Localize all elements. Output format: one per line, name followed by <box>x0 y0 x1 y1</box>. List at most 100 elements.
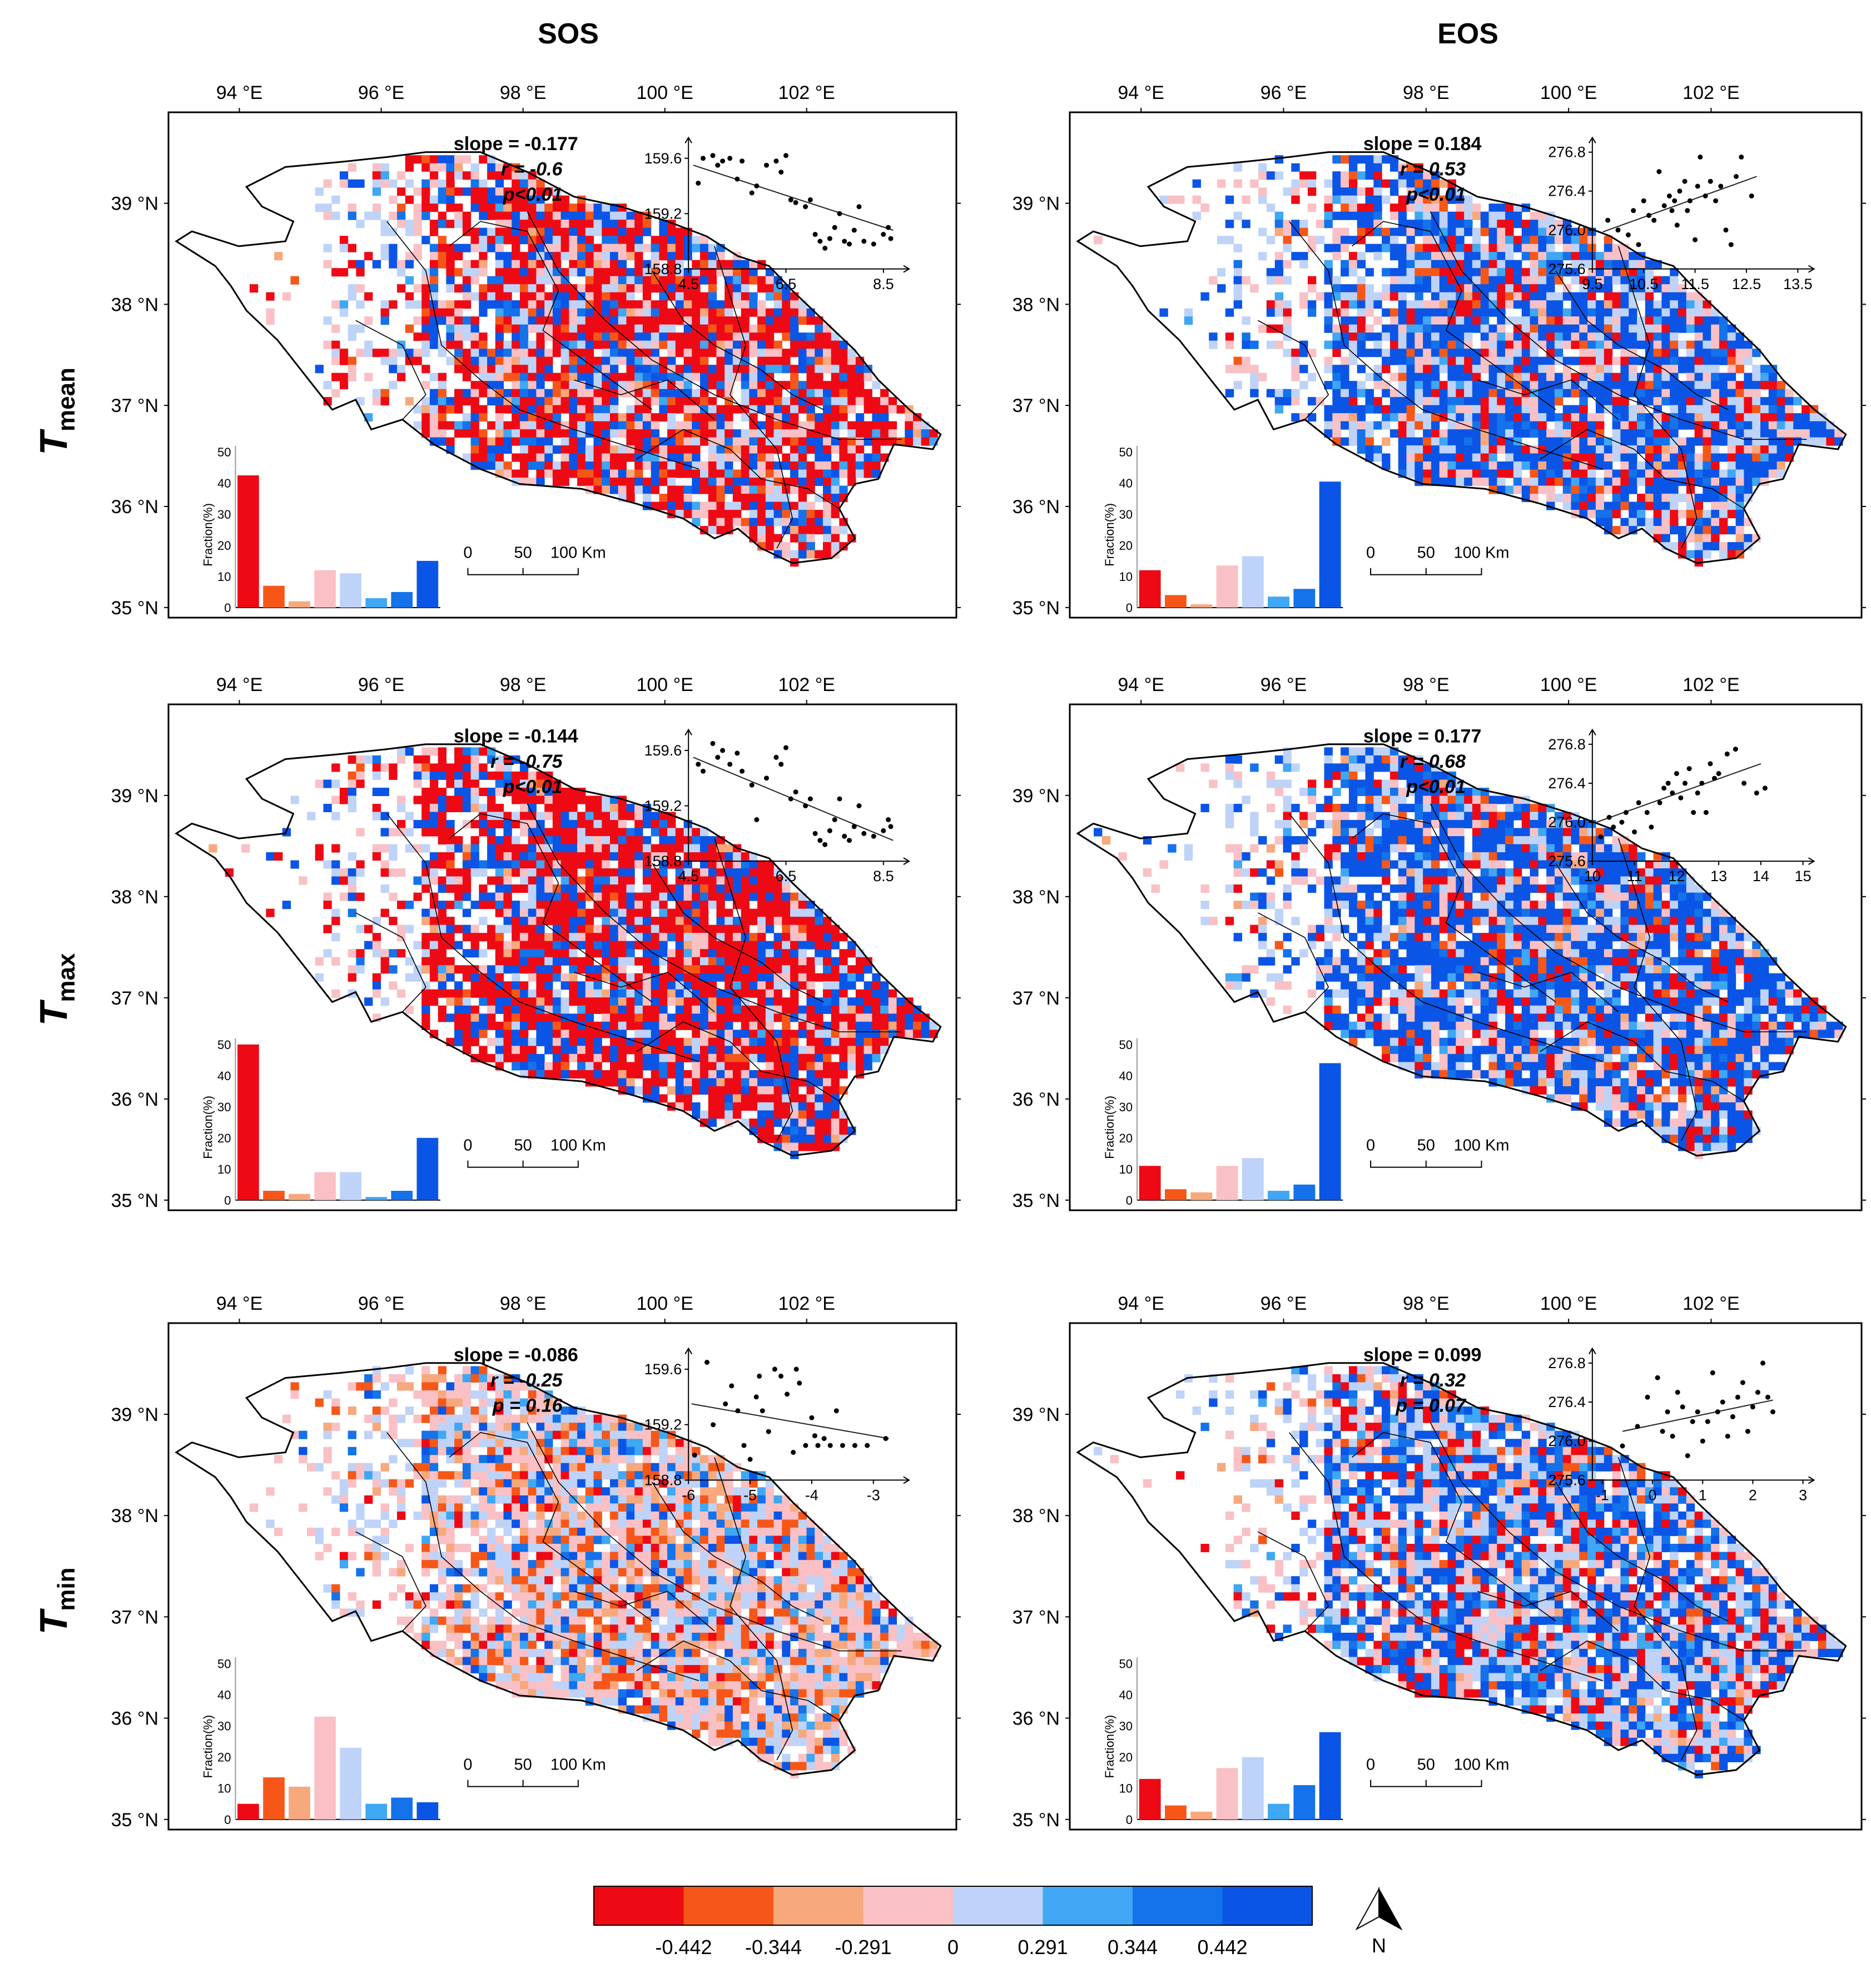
raster-cell <box>544 421 553 430</box>
raster-cell <box>520 461 528 470</box>
raster-cell <box>757 933 766 941</box>
raster-cell <box>495 901 504 909</box>
raster-cell <box>684 300 692 309</box>
raster-cell <box>1373 252 1382 260</box>
raster-cell <box>1373 332 1382 341</box>
raster-cell <box>446 405 454 414</box>
raster-cell <box>471 196 479 204</box>
raster-cell <box>1415 300 1423 309</box>
raster-cell <box>1736 454 1744 462</box>
raster-cell <box>1497 421 1505 430</box>
raster-cell <box>1513 244 1522 252</box>
raster-cell <box>577 917 585 925</box>
raster-cell <box>463 349 471 357</box>
raster-cell <box>1291 349 1299 357</box>
raster-cell <box>1645 365 1654 373</box>
raster-cell <box>651 365 659 373</box>
raster-cell <box>1637 421 1645 430</box>
raster-cell <box>684 486 692 494</box>
raster-cell <box>782 461 790 470</box>
raster-cell <box>569 438 577 446</box>
raster-cell <box>536 941 544 950</box>
raster-cell <box>389 196 397 204</box>
raster-cell <box>1629 510 1637 518</box>
raster-cell <box>618 957 627 966</box>
raster-cell <box>1670 502 1678 510</box>
raster-cell <box>561 212 569 220</box>
raster-cell <box>1728 357 1736 365</box>
raster-cell <box>1472 203 1481 212</box>
raster-cell <box>602 228 610 236</box>
raster-cell <box>512 844 520 853</box>
raster-cell <box>815 381 823 389</box>
scatter-x-tick-label: 6.5 <box>776 276 797 292</box>
raster-cell <box>651 413 659 421</box>
raster-cell <box>815 454 823 462</box>
raster-cell <box>1481 421 1489 430</box>
raster-cell <box>724 325 733 333</box>
raster-cell <box>766 292 774 301</box>
raster-cell <box>414 300 422 309</box>
raster-cell <box>1505 260 1513 269</box>
raster-cell <box>1752 389 1760 397</box>
raster-cell <box>1686 413 1695 421</box>
raster-cell <box>790 502 798 510</box>
raster-cell <box>1596 252 1604 260</box>
raster-cell <box>1250 341 1258 349</box>
raster-cell <box>1291 397 1299 405</box>
raster-cell <box>717 909 725 917</box>
raster-cell <box>471 820 479 828</box>
raster-cell <box>1431 309 1440 317</box>
raster-cell <box>1481 389 1489 397</box>
raster-cell <box>1629 502 1637 510</box>
raster-cell <box>1612 357 1621 365</box>
raster-cell <box>1801 421 1810 430</box>
raster-cell <box>536 357 544 365</box>
raster-cell <box>1349 196 1357 204</box>
raster-cell <box>520 397 528 405</box>
raster-cell <box>634 909 643 917</box>
raster-cell <box>1423 212 1431 220</box>
raster-cell <box>1645 316 1654 325</box>
raster-cell <box>1620 381 1629 389</box>
raster-cell <box>520 365 528 373</box>
raster-cell <box>1711 494 1719 502</box>
raster-cell <box>1291 252 1299 260</box>
raster-cell <box>266 852 274 861</box>
raster-cell <box>610 470 618 478</box>
raster-cell <box>430 252 438 260</box>
raster-cell <box>864 421 872 430</box>
raster-cell <box>864 389 872 397</box>
raster-cell <box>544 349 553 357</box>
raster-cell <box>348 909 356 917</box>
raster-cell <box>774 917 782 925</box>
raster-cell <box>1366 196 1374 204</box>
raster-cell <box>708 309 717 317</box>
raster-cell <box>1801 405 1810 414</box>
raster-cell <box>1398 316 1407 325</box>
raster-cell <box>1382 236 1390 244</box>
scatter-point <box>764 163 769 168</box>
raster-cell <box>1357 260 1366 269</box>
raster-cell <box>1431 438 1440 446</box>
raster-cell <box>495 861 504 869</box>
raster-cell <box>446 252 454 260</box>
raster-cell <box>1563 494 1571 502</box>
raster-cell <box>553 828 561 836</box>
raster-cell <box>684 909 692 917</box>
raster-cell <box>1464 300 1472 309</box>
raster-cell <box>463 949 471 957</box>
raster-cell <box>561 373 569 381</box>
raster-cell <box>1654 494 1662 502</box>
raster-cell <box>528 292 537 301</box>
raster-cell <box>1341 244 1349 252</box>
raster-cell <box>1654 300 1662 309</box>
raster-cell <box>1431 325 1440 333</box>
raster-cell <box>512 868 520 877</box>
raster-cell <box>724 933 733 941</box>
raster-cell <box>504 228 512 236</box>
raster-cell <box>405 220 414 228</box>
raster-cell <box>479 445 487 454</box>
raster-cell <box>364 373 373 381</box>
raster-cell <box>684 357 692 365</box>
